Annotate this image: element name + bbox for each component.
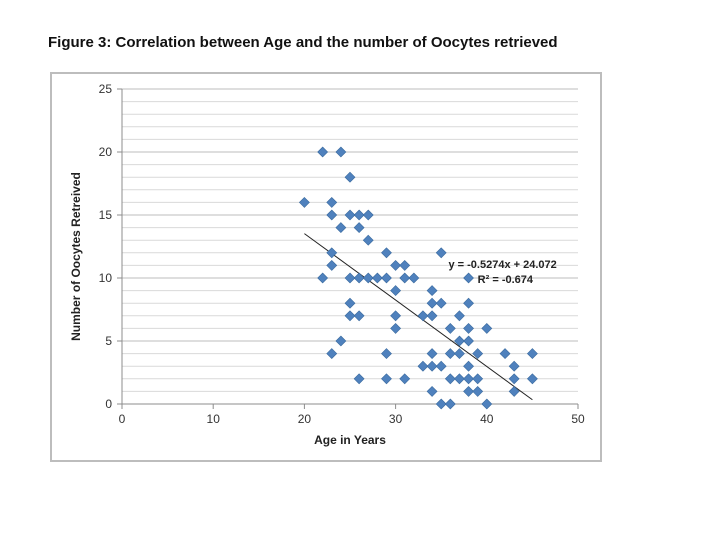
data-point (426, 348, 438, 360)
data-point (426, 385, 438, 397)
x-tick-label: 30 (389, 412, 403, 426)
data-point (344, 297, 356, 309)
x-tick-label: 10 (207, 412, 221, 426)
data-point (444, 348, 456, 360)
data-point (444, 398, 456, 410)
data-point (481, 398, 493, 410)
data-point (399, 259, 411, 271)
data-point (362, 209, 374, 221)
data-point (326, 259, 338, 271)
data-point (326, 247, 338, 259)
data-point (390, 322, 402, 334)
data-point (426, 360, 438, 372)
data-point (335, 146, 347, 158)
data-point (472, 348, 484, 360)
data-point (454, 310, 465, 322)
y-tick-label: 5 (105, 334, 112, 348)
data-point (335, 222, 347, 234)
data-point (408, 272, 420, 284)
data-point (362, 234, 374, 246)
data-point (399, 272, 411, 284)
trendline-equation: y = -0.5274x + 24.072 (448, 259, 556, 271)
y-tick-label: 10 (99, 271, 113, 285)
label-layer: 0 10 20 30 40 50 0 5 10 15 20 25 Age in Years Number … (69, 82, 585, 447)
data-point (435, 360, 447, 372)
data-point (371, 272, 383, 284)
data-point (463, 272, 474, 284)
x-tick-label: 20 (298, 412, 312, 426)
data-point (326, 209, 338, 221)
data-point (463, 385, 474, 397)
data-point (390, 259, 402, 271)
data-point (508, 385, 520, 397)
data-point (499, 348, 511, 360)
data-point (390, 310, 402, 322)
grid-layer (122, 88, 578, 405)
data-point (454, 335, 465, 347)
data-point (344, 310, 356, 322)
axis-layer (117, 88, 579, 409)
y-axis-title: Number of Oocytes Retreived (69, 172, 83, 341)
data-point (463, 322, 474, 334)
data-point (353, 272, 365, 284)
data-point (344, 171, 356, 183)
y-tick-label: 15 (99, 208, 113, 222)
y-tick-label: 0 (105, 397, 112, 411)
data-point (426, 310, 438, 322)
data-point (463, 297, 474, 309)
data-point (298, 196, 310, 208)
data-point (381, 247, 392, 259)
data-point (390, 285, 402, 297)
data-point (481, 322, 493, 334)
x-tick-label: 50 (571, 412, 585, 426)
x-axis-title: Age in Years (314, 433, 386, 447)
data-point (317, 272, 329, 284)
y-tick-label: 20 (99, 145, 113, 159)
data-point (444, 373, 456, 385)
data-point (426, 297, 438, 309)
scatter-chart: 0 10 20 30 40 50 0 5 10 15 20 25 Age in Years Number … (69, 82, 585, 447)
data-point (362, 272, 374, 284)
data-points-layer (298, 146, 538, 410)
data-point (454, 373, 465, 385)
data-point (435, 247, 447, 259)
data-point (463, 335, 474, 347)
data-point (508, 373, 520, 385)
data-point (444, 322, 456, 334)
data-point (526, 348, 538, 360)
data-point (381, 348, 392, 360)
data-point (353, 222, 365, 234)
data-point (353, 209, 365, 221)
data-point (381, 272, 392, 284)
data-point (417, 360, 429, 372)
data-point (353, 310, 365, 322)
data-point (435, 297, 447, 309)
data-point (508, 360, 520, 372)
data-point (317, 146, 329, 158)
data-point (344, 209, 356, 221)
data-point (326, 348, 338, 360)
data-point (435, 398, 447, 410)
data-point (472, 373, 484, 385)
data-point (417, 310, 429, 322)
figure-title: Figure 3: Correlation between Age and th… (48, 34, 558, 51)
data-point (353, 373, 365, 385)
x-tick-label: 0 (119, 412, 126, 426)
data-point (454, 348, 465, 360)
data-point (463, 373, 474, 385)
data-point (326, 196, 338, 208)
data-point (472, 385, 484, 397)
data-point (463, 360, 474, 372)
r-squared-label: R² = -0.674 (478, 274, 534, 286)
y-tick-label: 25 (99, 82, 113, 96)
data-point (426, 285, 438, 297)
data-point (399, 373, 411, 385)
data-point (344, 272, 356, 284)
data-point (335, 335, 347, 347)
x-tick-label: 40 (480, 412, 494, 426)
chart-frame: 0 10 20 30 40 50 0 5 10 15 20 25 Age in Years Number … (50, 72, 602, 462)
data-point (526, 373, 538, 385)
data-point (381, 373, 392, 385)
